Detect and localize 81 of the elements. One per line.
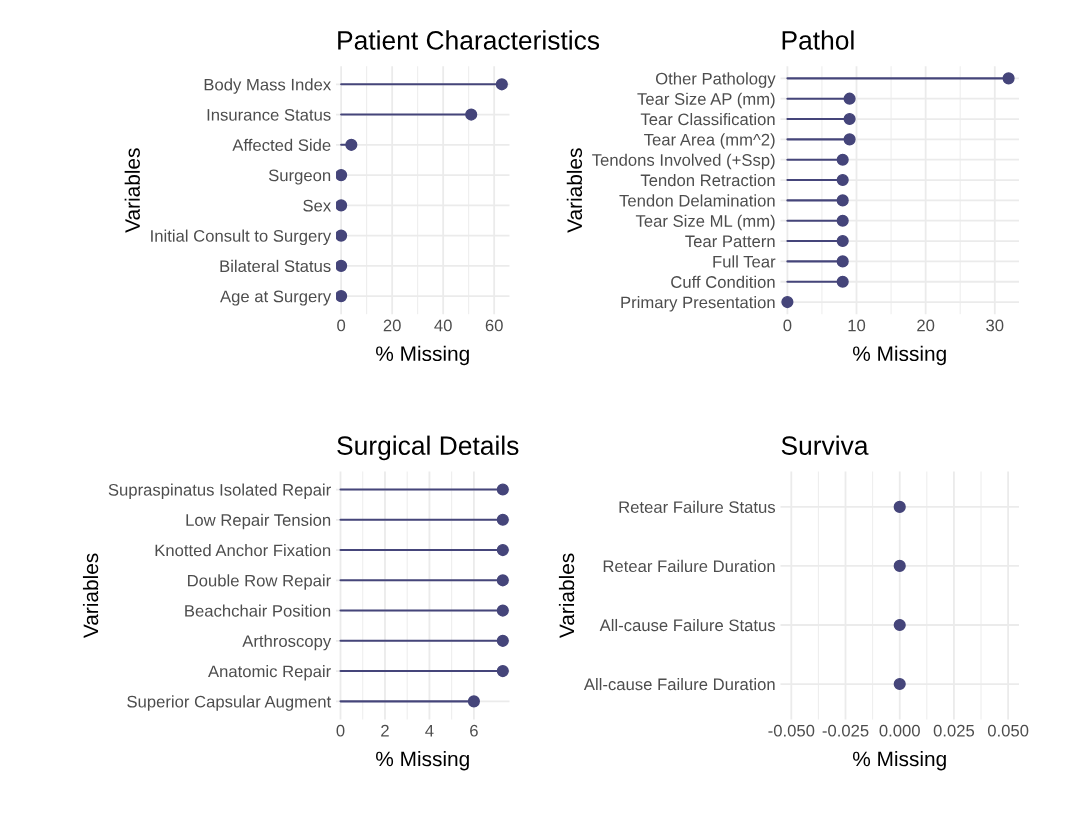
point: [836, 255, 849, 268]
point: [836, 194, 849, 207]
y-tick-label: Surgeon: [268, 169, 331, 185]
point: [465, 108, 478, 121]
x-tick-label: 0.050: [987, 724, 1029, 737]
chart-title: Patient Characteristics: [338, 30, 600, 50]
y-tick-label: Supraspinatus Isolated Repair: [108, 483, 331, 500]
y-tick-label: Affected Side: [232, 138, 331, 152]
y-tick-label: Beachchair Position: [185, 604, 331, 617]
point: [1002, 72, 1015, 85]
y-tick-label: Age at Surgery: [220, 290, 332, 306]
point: [843, 92, 856, 105]
x-tick-label: 20: [383, 319, 401, 332]
x-tick-label: 10: [848, 319, 866, 332]
x-axis-title: % Missing: [853, 345, 946, 366]
y-axis-title: Variables: [124, 148, 140, 233]
y-tick-label: Bilateral Status: [220, 259, 331, 273]
point: [843, 112, 856, 126]
y-tick-label: Tendon Delamination: [619, 194, 775, 207]
chart-title: Surviva: [781, 435, 869, 455]
y-tick-label: Knotted Anchor Fixation: [155, 544, 331, 557]
y-tick-label: Retear Failure Status: [619, 500, 776, 514]
y-tick-label: Tear Classification: [640, 112, 775, 126]
x-tick-label: 4: [425, 724, 434, 737]
y-tick-label: Body Mass Index: [204, 78, 332, 94]
point: [836, 173, 849, 187]
point: [336, 229, 348, 242]
y-tick-label: Cuff Condition: [671, 275, 775, 288]
x-tick-label: 60: [485, 319, 503, 332]
x-tick-label: 2: [381, 724, 389, 737]
point: [345, 138, 358, 151]
point: [836, 153, 849, 166]
y-tick-label: Retear Failure Duration: [603, 559, 775, 573]
y-tick-label: Tear Area (mm^2): [644, 133, 775, 149]
x-tick-label: 0: [336, 724, 345, 737]
x-axis-title: % Missing: [853, 751, 946, 771]
x-tick-label: 0: [783, 319, 792, 332]
y-axis-title: Variables: [566, 148, 583, 233]
x-tick-label: 30: [986, 319, 1004, 332]
x-tick-label: 20: [917, 319, 935, 332]
y-tick-label: Primary Presentation: [621, 296, 775, 312]
y-tick-label: Other Pathology: [655, 72, 776, 88]
x-tick-label: -0.050: [768, 724, 815, 737]
point: [336, 169, 348, 182]
point: [495, 78, 508, 91]
y-tick-label: Arthroscopy: [242, 634, 332, 651]
point: [336, 290, 348, 303]
x-tick-label: 40: [434, 319, 452, 332]
y-tick-label: Anatomic Repair: [208, 665, 331, 681]
x-tick-label: -0.025: [822, 724, 869, 737]
y-axis-title: Variables: [82, 553, 99, 639]
y-tick-label: Tendons Involved (+Ssp): [592, 153, 775, 170]
x-tick-label: 0.025: [933, 724, 975, 737]
x-tick-label: 0.000: [879, 724, 920, 737]
point: [836, 234, 849, 248]
point: [781, 295, 794, 309]
point: [336, 259, 348, 272]
x-axis-title: % Missing: [376, 345, 469, 366]
x-tick-label: 6: [470, 724, 478, 737]
y-tick-label: Tear Size ML (mm): [635, 214, 775, 231]
point: [836, 275, 849, 288]
y-axis-title: Variables: [558, 553, 575, 639]
x-tick-label: 0: [337, 319, 346, 332]
y-tick-label: Superior Capsular Augment: [127, 695, 332, 711]
y-tick-label: Initial Consult to Surgery: [151, 229, 332, 246]
chart-title: Pathol: [782, 30, 854, 50]
y-tick-label: All-cause Failure Duration: [583, 678, 775, 691]
y-tick-label: Tendon Retraction: [640, 174, 775, 187]
y-tick-label: Sex: [303, 199, 331, 212]
y-tick-label: Tear Size AP (mm): [637, 92, 775, 109]
y-tick-label: Tear Pattern: [685, 235, 775, 248]
point: [843, 133, 856, 146]
point: [836, 214, 849, 227]
y-tick-label: All-cause Failure Status: [599, 618, 776, 632]
point: [336, 199, 348, 212]
y-tick-label: Low Repair Tension: [186, 513, 331, 530]
x-axis-title: % Missing: [376, 751, 469, 771]
chart-title: Surgical Details: [337, 435, 519, 461]
y-tick-label: Double Row Repair: [188, 574, 331, 590]
y-tick-label: Insurance Status: [207, 108, 331, 121]
y-tick-label: Full Tear: [713, 255, 776, 268]
